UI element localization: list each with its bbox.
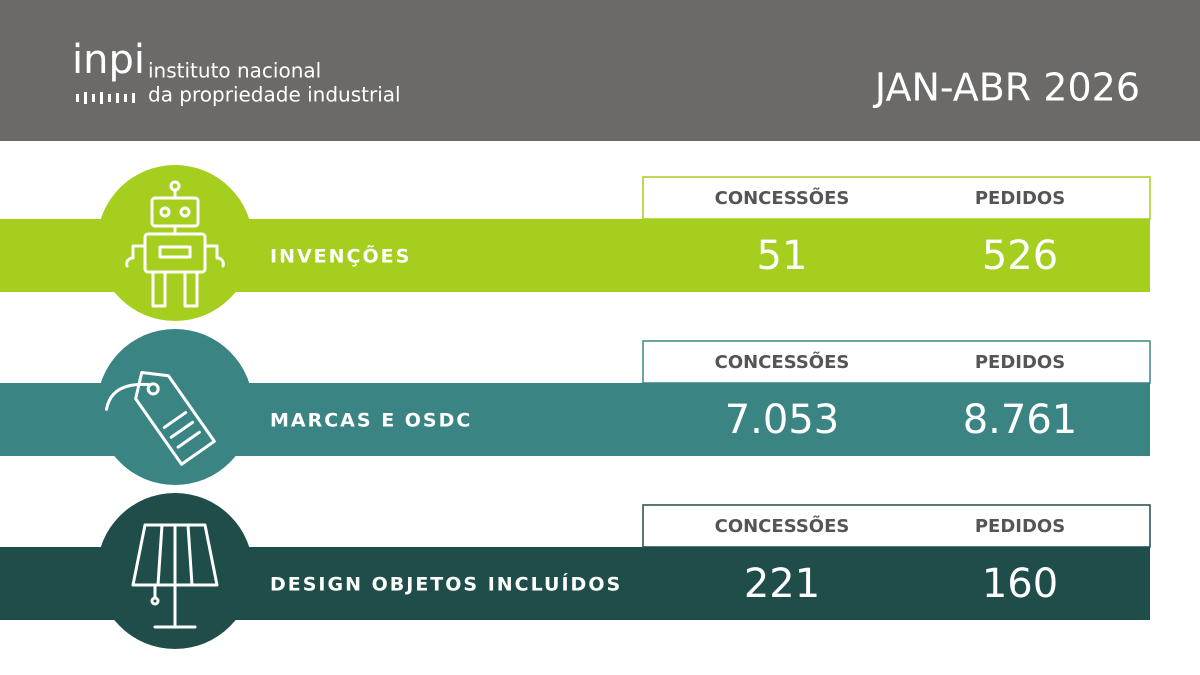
period: JAN-ABR 2026 — [873, 66, 1140, 110]
column-label: PEDIDOS — [975, 352, 1065, 373]
section: INVENÇÕES CONCESSÕES PEDIDOS 51 526 — [0, 165, 1151, 321]
section-label: DESIGN OBJETOS INCLUÍDOS — [270, 573, 622, 596]
column-label: CONCESSÕES — [715, 514, 850, 537]
icon-circle — [97, 329, 253, 485]
column-label: CONCESSÕES — [715, 186, 850, 209]
column-header-box — [642, 504, 1151, 548]
column-label: CONCESSÕES — [715, 350, 850, 373]
logo-dots — [76, 92, 135, 104]
logo: inpi — [72, 37, 145, 83]
org-line: instituto nacional — [148, 59, 321, 83]
value: 526 — [982, 233, 1058, 279]
value: 8.761 — [963, 397, 1078, 443]
icon-circle — [97, 165, 253, 321]
value: 221 — [744, 561, 820, 607]
section-label: INVENÇÕES — [270, 244, 411, 268]
column-label: PEDIDOS — [975, 516, 1065, 537]
value: 51 — [757, 233, 808, 279]
value: 7.053 — [725, 397, 840, 443]
tag-icon — [105, 370, 216, 466]
header-bar — [0, 0, 1200, 141]
column-header-box — [642, 340, 1151, 384]
lamp-icon — [131, 523, 219, 629]
org-line: da propriedade industrial — [148, 83, 401, 107]
value: 160 — [982, 561, 1058, 607]
column-header-box — [642, 176, 1151, 220]
section: MARCAS E OSDC CONCESSÕES PEDIDOS 7.053 8.761 — [0, 329, 1151, 485]
robot-icon — [125, 180, 225, 308]
column-label: PEDIDOS — [975, 188, 1065, 209]
section-label: MARCAS E OSDC — [270, 410, 472, 432]
